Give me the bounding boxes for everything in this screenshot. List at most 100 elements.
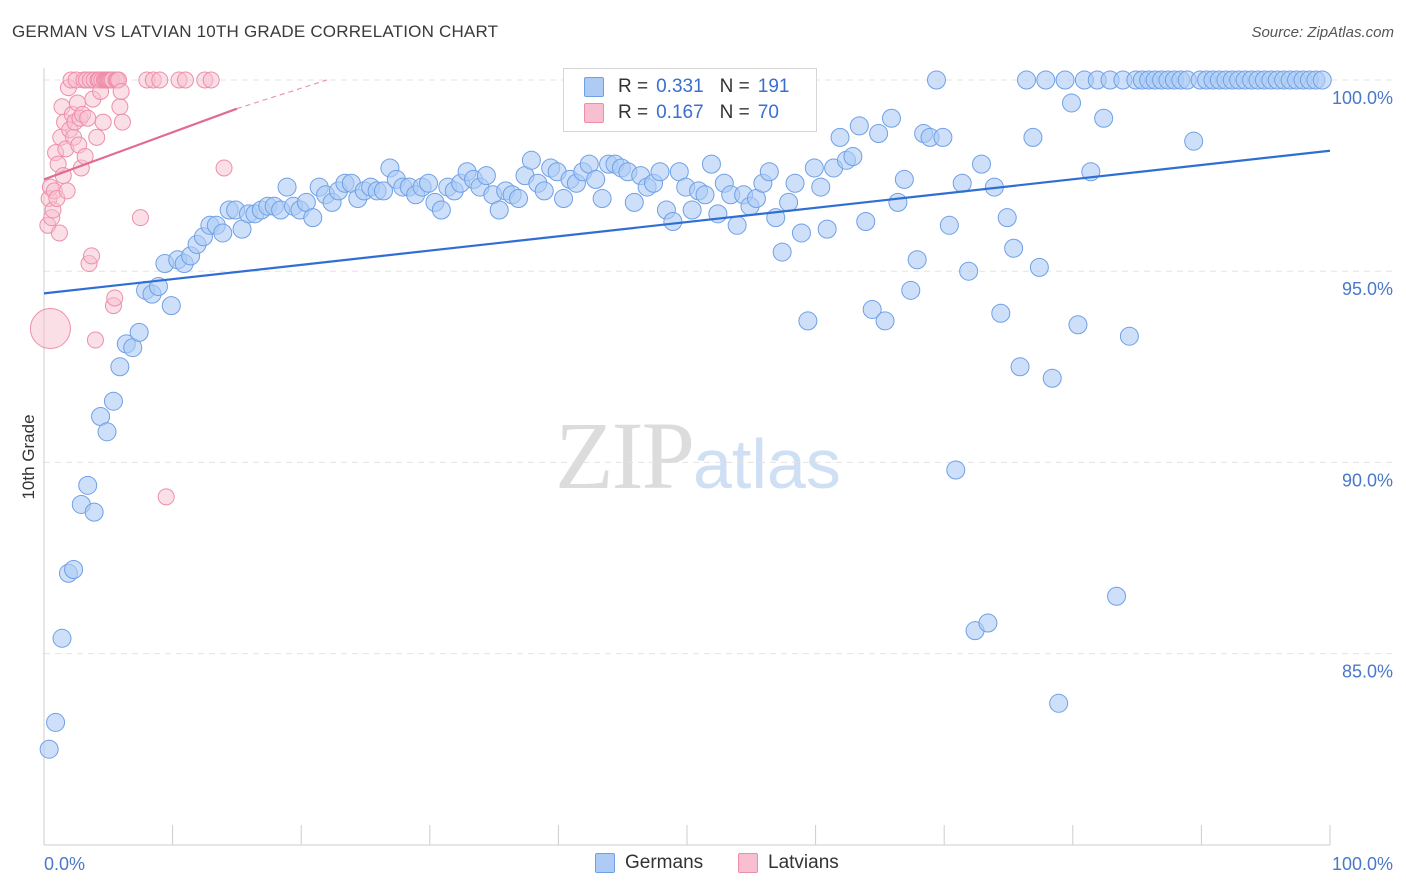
watermark-zip: ZIP (555, 402, 695, 509)
german-point (97, 422, 117, 442)
latvian-point (151, 71, 169, 89)
latvian-point (215, 159, 233, 177)
german-point (46, 712, 66, 732)
latvian-r-value: 0.167 (656, 102, 704, 123)
latvian-point (29, 308, 71, 350)
german-r-value: 0.331 (656, 76, 704, 97)
german-point (849, 116, 869, 136)
latvian-point (79, 109, 97, 127)
german-point (1068, 315, 1088, 335)
german-point (894, 169, 914, 189)
stats-legend: R = 0.331 N = 191 R = 0.167 N = 70 (563, 68, 817, 132)
latvian-point (111, 98, 129, 116)
german-point (78, 475, 98, 495)
germans-label: Germans (625, 852, 704, 873)
german-point (779, 192, 799, 212)
german-point (1184, 131, 1204, 151)
latvian-point (176, 71, 194, 89)
latvian-point (112, 82, 130, 100)
latvian-n-value: 70 (757, 102, 779, 123)
german-point (997, 208, 1017, 228)
german-point (534, 181, 554, 201)
latvian-r-label: R = (618, 102, 649, 123)
german-point (129, 322, 149, 342)
german-points (39, 70, 1332, 759)
german-point (1049, 693, 1069, 713)
german-point (374, 181, 394, 201)
german-point (1004, 238, 1024, 258)
german-point (811, 177, 831, 197)
latvian-point (86, 331, 104, 349)
latvian-point (131, 209, 149, 227)
latvian-point (58, 182, 76, 200)
latvian-trend-line (43, 107, 238, 181)
source-credit: Source: ZipAtlas.com (1251, 24, 1394, 41)
german-point (785, 173, 805, 193)
german-point (1062, 93, 1082, 113)
german-trend-line (43, 149, 1331, 295)
latvian-point (157, 488, 175, 506)
legend-item-latvians[interactable]: Latvians (738, 852, 839, 874)
x-tick-label: 100.0% (1332, 854, 1393, 874)
german-point (862, 299, 882, 319)
latvians-swatch (738, 853, 758, 873)
latvian-point (113, 113, 131, 131)
chart-title: GERMAN VS LATVIAN 10TH GRADE CORRELATION… (12, 22, 499, 41)
watermark: ZIPatlas (555, 400, 841, 511)
german-point (1029, 257, 1049, 277)
latvian-point (50, 224, 68, 242)
german-point (1094, 108, 1114, 128)
legend-item-germans[interactable]: Germans (595, 852, 703, 874)
latvian-point (83, 247, 101, 265)
german-point (817, 219, 837, 239)
german-point (695, 185, 715, 205)
german-point (509, 189, 529, 209)
latvian-point (88, 128, 106, 146)
german-point (933, 127, 953, 147)
german-point (727, 215, 747, 235)
y-tick-label: 100.0% (1332, 88, 1393, 108)
german-n-label: N = (719, 76, 750, 97)
y-tick-label: 90.0% (1342, 470, 1393, 490)
german-point (1055, 70, 1075, 90)
axis-labels: 85.0% 90.0% 95.0% 100.0% 0.0% 100.0% 10th Grad… (19, 88, 1393, 874)
german-point (1023, 127, 1043, 147)
german-point (1119, 326, 1139, 346)
legend-row-latvian: R = 0.167 N = 70 (584, 101, 779, 125)
german-point (213, 223, 233, 243)
german-point (431, 200, 451, 220)
german-point (946, 460, 966, 480)
german-point (952, 173, 972, 193)
german-point (804, 158, 824, 178)
german-point (759, 162, 779, 182)
german-point (830, 127, 850, 147)
german-point (663, 211, 683, 231)
german-r-label: R = (618, 76, 649, 97)
german-point (888, 192, 908, 212)
latvian-point (106, 289, 124, 307)
german-point (791, 223, 811, 243)
german-point (959, 261, 979, 281)
german-point (682, 200, 702, 220)
german-point (52, 628, 72, 648)
german-point (489, 200, 509, 220)
german-point (1036, 70, 1056, 90)
german-point (586, 169, 606, 189)
german-point (521, 150, 541, 170)
y-axis-label: 10th Grade (19, 414, 38, 499)
x-tick-label: 0.0% (44, 854, 85, 874)
german-point (592, 189, 612, 209)
german-point (39, 739, 59, 759)
german-point (843, 146, 863, 166)
series-legend: Germans Latvians (0, 852, 1406, 878)
german-point (856, 211, 876, 231)
latvian-point (94, 113, 112, 131)
german-point (875, 311, 895, 331)
german-n-value: 191 (757, 76, 790, 97)
german-point (277, 177, 297, 197)
latvian-points (29, 71, 233, 506)
german-point (624, 192, 644, 212)
german-point (772, 242, 792, 262)
german-point (971, 154, 991, 174)
